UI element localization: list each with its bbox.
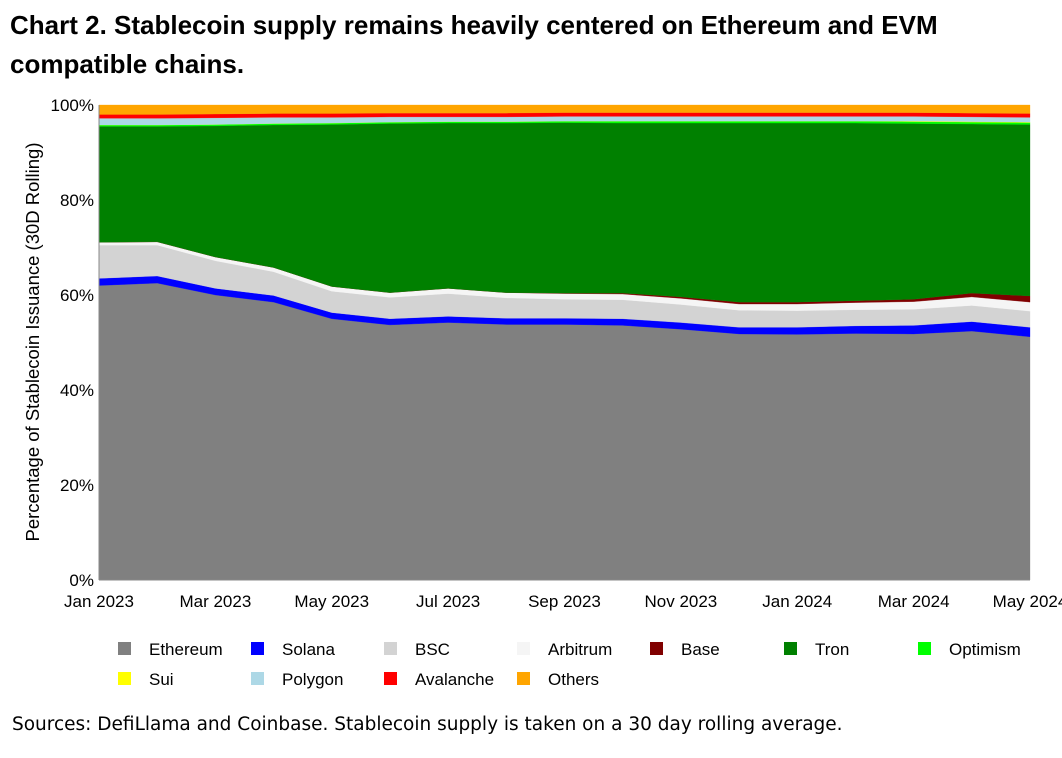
legend-swatch: [784, 642, 797, 655]
legend-swatch: [384, 642, 397, 655]
legend-item-base: Base: [650, 640, 720, 659]
legend-swatch: [517, 672, 530, 685]
legend-swatch: [650, 642, 663, 655]
area-others: [98, 104, 1031, 115]
x-tick-label: Jan 2023: [64, 592, 134, 611]
legend-label: Polygon: [282, 670, 343, 689]
chart-title: Chart 2. Stablecoin supply remains heavi…: [10, 10, 938, 79]
legend-label: Tron: [815, 640, 849, 659]
legend-item-tron: Tron: [784, 640, 849, 659]
legend-item-bsc: BSC: [384, 640, 450, 659]
legend-item-others: Others: [517, 670, 599, 689]
y-tick-label: 20%: [60, 476, 94, 495]
legend-item-solana: Solana: [251, 640, 335, 659]
legend-swatch: [384, 672, 397, 685]
legend-label: Solana: [282, 640, 335, 659]
legend-label: Sui: [149, 670, 174, 689]
legend-swatch: [251, 642, 264, 655]
legend: Ethereum Solana BSC Arbitrum Base Tron Optimis…: [118, 640, 1021, 689]
legend-label: Ethereum: [149, 640, 223, 659]
legend-item-optimism: Optimism: [918, 640, 1021, 659]
legend-item-avalanche: Avalanche: [384, 670, 494, 689]
legend-item-arbitrum: Arbitrum: [517, 640, 612, 659]
x-tick-label: Jul 2023: [416, 592, 480, 611]
areas: [98, 104, 1031, 581]
legend-swatch: [517, 642, 530, 655]
source-note: Sources: DefiLlama and Coinbase. Stablec…: [12, 714, 843, 735]
x-tick-label: Mar 2023: [179, 592, 251, 611]
y-tick-label: 60%: [60, 286, 94, 305]
x-tick-label: Sep 2023: [528, 592, 601, 611]
legend-item-ethereum: Ethereum: [118, 640, 223, 659]
legend-label: Optimism: [949, 640, 1021, 659]
legend-label: Others: [548, 670, 599, 689]
legend-swatch: [118, 672, 131, 685]
x-tick-label: May 2024: [993, 592, 1062, 611]
x-tick-label: Nov 2023: [644, 592, 717, 611]
legend-swatch: [251, 672, 264, 685]
legend-label: Base: [681, 640, 720, 659]
axes: 0% 20% 40% 60% 80% 100% Jan 2023 Mar 2023 May 20…: [51, 96, 1062, 611]
x-tick-label: Mar 2024: [878, 592, 950, 611]
legend-label: BSC: [415, 640, 450, 659]
y-tick-label: 80%: [60, 191, 94, 210]
legend-label: Avalanche: [415, 670, 494, 689]
y-axis-label: Percentage of Stablecoin Issuance (30D R…: [22, 142, 43, 541]
y-tick-label: 0%: [69, 571, 94, 590]
legend-label: Arbitrum: [548, 640, 612, 659]
legend-swatch: [918, 642, 931, 655]
legend-swatch: [118, 642, 131, 655]
legend-item-sui: Sui: [118, 670, 174, 689]
legend-item-polygon: Polygon: [251, 670, 343, 689]
x-tick-label: Jan 2024: [762, 592, 832, 611]
y-tick-label: 100%: [51, 96, 94, 115]
x-tick-label: May 2023: [294, 592, 369, 611]
y-tick-label: 40%: [60, 381, 94, 400]
